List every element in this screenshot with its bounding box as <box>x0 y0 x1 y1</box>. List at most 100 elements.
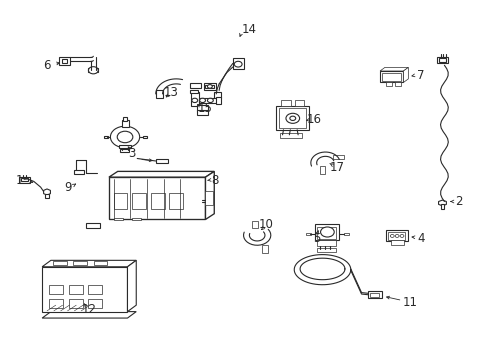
Bar <box>119 145 131 148</box>
Bar <box>394 82 400 86</box>
Bar <box>332 155 343 159</box>
Bar <box>379 71 403 82</box>
Circle shape <box>199 98 205 103</box>
Bar <box>59 57 70 65</box>
Polygon shape <box>379 67 407 71</box>
Text: 5: 5 <box>312 231 320 244</box>
Bar <box>440 204 443 210</box>
Bar <box>385 230 407 241</box>
Bar <box>42 267 127 312</box>
Text: 11: 11 <box>402 296 417 309</box>
Bar <box>252 221 258 228</box>
Bar <box>122 117 127 121</box>
Polygon shape <box>205 171 214 220</box>
Text: 10: 10 <box>259 218 273 231</box>
Text: 6: 6 <box>43 59 51 72</box>
Bar <box>143 136 147 138</box>
Bar <box>314 224 338 240</box>
Text: 8: 8 <box>211 174 219 186</box>
Circle shape <box>207 85 212 88</box>
Bar <box>109 177 205 220</box>
Bar <box>190 92 198 106</box>
Polygon shape <box>42 312 136 318</box>
Circle shape <box>320 227 333 237</box>
Circle shape <box>117 131 133 143</box>
Bar <box>281 100 290 107</box>
Bar <box>19 177 30 183</box>
Bar <box>196 105 208 111</box>
Text: 1: 1 <box>16 174 23 186</box>
Polygon shape <box>109 171 214 177</box>
Bar <box>387 232 405 239</box>
Bar <box>305 233 310 235</box>
Text: 9: 9 <box>64 181 72 194</box>
Bar <box>169 193 183 209</box>
Bar <box>316 248 335 252</box>
Bar <box>198 98 218 103</box>
Text: 15: 15 <box>198 102 212 115</box>
Bar <box>203 83 216 90</box>
Bar <box>120 149 129 152</box>
Bar <box>86 224 100 228</box>
Bar <box>151 193 164 209</box>
Bar <box>53 261 66 265</box>
Circle shape <box>289 116 295 121</box>
Circle shape <box>88 67 98 74</box>
Text: 12: 12 <box>82 303 97 316</box>
Bar <box>132 218 141 220</box>
Bar <box>294 100 303 107</box>
Bar <box>156 159 168 163</box>
Bar <box>21 178 28 181</box>
Text: 3: 3 <box>128 147 136 159</box>
Polygon shape <box>438 200 446 206</box>
Bar <box>385 82 391 86</box>
Bar <box>156 90 162 98</box>
Bar <box>88 299 102 308</box>
Bar <box>189 90 197 93</box>
Text: 7: 7 <box>416 69 424 82</box>
Text: 14: 14 <box>242 23 256 36</box>
Bar <box>278 108 305 128</box>
Bar <box>74 170 83 174</box>
Polygon shape <box>42 260 136 267</box>
Bar <box>381 73 400 81</box>
Bar <box>49 285 63 294</box>
Circle shape <box>399 234 403 237</box>
Bar <box>189 83 200 88</box>
Bar <box>262 245 267 253</box>
Circle shape <box>285 113 299 123</box>
Text: 17: 17 <box>329 161 344 174</box>
Text: 2: 2 <box>454 195 462 208</box>
Bar <box>205 85 214 88</box>
Text: 16: 16 <box>306 113 321 126</box>
Bar <box>122 120 129 127</box>
Polygon shape <box>127 260 136 312</box>
Bar <box>114 193 127 209</box>
Circle shape <box>191 98 197 103</box>
Bar <box>61 59 67 63</box>
Bar <box>73 261 87 265</box>
Bar <box>436 57 447 63</box>
Bar <box>132 193 146 209</box>
Polygon shape <box>43 189 50 195</box>
Bar <box>104 136 108 138</box>
Bar <box>390 240 404 245</box>
Bar <box>88 285 102 294</box>
Bar <box>438 58 446 62</box>
Bar <box>49 299 63 308</box>
Bar <box>319 166 325 174</box>
Bar <box>367 291 381 298</box>
Bar <box>369 293 378 297</box>
Bar <box>214 93 221 98</box>
Bar <box>279 134 302 138</box>
Bar <box>196 111 208 115</box>
Circle shape <box>234 61 242 67</box>
Bar <box>205 191 212 205</box>
Bar <box>69 285 82 294</box>
Circle shape <box>110 126 140 148</box>
Bar <box>94 261 107 265</box>
Circle shape <box>389 234 393 237</box>
Text: 4: 4 <box>416 231 424 244</box>
Bar <box>45 194 49 198</box>
Bar <box>114 218 122 220</box>
